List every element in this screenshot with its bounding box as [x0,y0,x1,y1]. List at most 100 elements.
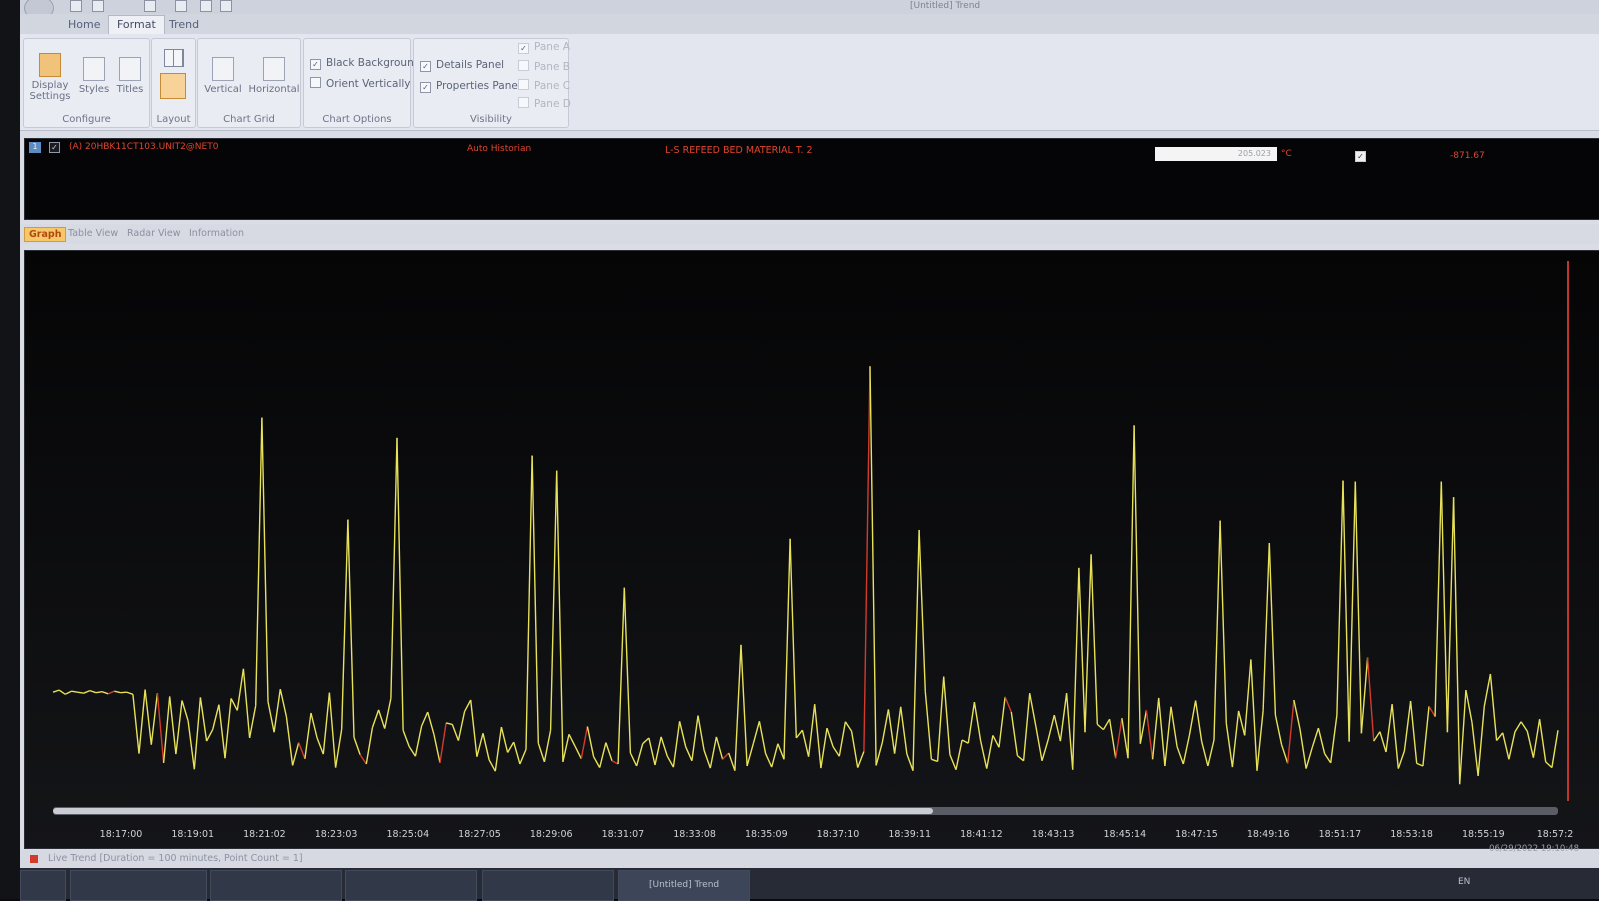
time-scrollbar-thumb[interactable] [53,808,933,814]
pane-a-checkbox[interactable]: ✓ Pane A [518,41,570,54]
x-tick-label: 18:35:09 [745,829,788,840]
language-indicator[interactable]: EN [1458,877,1471,887]
new-icon[interactable] [144,0,156,12]
visibility-group: ✓ Details Panel ✓ Properties Panel ✓ Pane A… [413,38,571,128]
properties-panel-checkbox[interactable]: ✓ Properties Panel [420,80,521,93]
trace-segment [1520,721,1528,732]
trace-segment [156,693,165,763]
start-button[interactable] [20,870,66,901]
trace-segment [77,691,84,694]
trace-segment [771,743,779,768]
x-tick-label: 18:51:17 [1319,829,1362,840]
trace-segment [1121,718,1129,759]
trace-segment [1330,715,1338,763]
taskbar-app-3[interactable] [482,870,614,901]
trace-segment [193,697,202,770]
trace-segment [120,691,127,694]
taskbar-app-1[interactable] [210,870,342,901]
trace-segment [347,519,355,738]
x-tick-label: 18:39:11 [888,829,931,840]
export-icon[interactable] [200,0,212,12]
trace-segment [1299,728,1307,769]
trace-segment [1317,727,1326,754]
taskbar-trend-window[interactable]: [Untitled] Trend [618,870,750,901]
configure-group-label: Configure [62,114,111,125]
tab-trend[interactable]: Trend [169,18,200,31]
tab-graph[interactable]: Graph [24,227,67,242]
trace-segment [1133,425,1141,744]
trace-segment [900,706,908,755]
pane-a-label: Pane A [534,41,570,53]
trace-segment [126,691,134,695]
autoscale-checkbox[interactable]: ✓ [1355,151,1366,162]
trace-segment [1268,542,1277,716]
layout-single-icon[interactable] [160,73,186,99]
black-background-checkbox[interactable]: ✓ Black Background [310,57,420,70]
pane-d-box [518,97,529,108]
trace-segment [875,742,883,766]
tab-table-view[interactable]: Table View [68,228,119,239]
orient-vertically-checkbox[interactable]: Orient Vertically [310,77,411,90]
trace-segment [992,735,1000,748]
trace-segment [1016,755,1025,762]
styles-button[interactable]: Styles [76,57,112,95]
display-settings-button[interactable]: Display Settings [26,53,74,102]
trace-segment [580,726,589,759]
trace-segment [482,733,490,760]
taskbar-search[interactable] [70,870,207,901]
details-panel-checkbox[interactable]: ✓ Details Panel [420,59,504,72]
trace-segment [936,676,945,762]
trace-segment [1428,705,1436,717]
pane-a-box: ✓ [518,43,529,54]
titles-button[interactable]: Titles [114,57,146,95]
current-value-field[interactable]: 205.023 [1155,147,1277,161]
trace-segment [513,741,521,765]
vertical-grid-button[interactable]: Vertical [200,57,246,95]
trace-segment [703,750,711,769]
trace-segment [236,668,245,711]
pen-visible-checkbox[interactable]: ✓ [49,142,60,153]
trace-segment [537,742,546,763]
trace-segment [187,720,195,770]
chart-grid-group: Vertical Horizontal Chart Grid [197,38,301,128]
vertical-grid-icon [212,57,234,81]
trace-segment [390,437,398,699]
trace-segment [955,739,963,770]
trace-segment [439,722,447,764]
trace-segment [1496,732,1504,742]
pane-d-checkbox[interactable]: Pane D [518,97,571,110]
tab-radar-view[interactable]: Radar View [127,228,181,239]
x-tick-label: 18:27:05 [458,829,501,840]
details-panel-label: Details Panel [436,59,505,71]
taskbar-app-2[interactable] [345,870,477,901]
trace-segment [101,691,109,695]
x-tick-label: 18:45:14 [1103,829,1146,840]
pane-b-checkbox[interactable]: Pane B [518,60,570,73]
trace-segment [1010,711,1019,756]
pane-c-checkbox[interactable]: Pane C [518,79,570,92]
trace-segment [1108,719,1117,759]
left-bezel [0,0,20,899]
trace-segment [789,538,797,739]
trace-segment [887,709,896,754]
add-icon[interactable] [220,0,232,12]
horizontal-grid-label: Horizontal [248,84,300,95]
trend-graph[interactable]: 18:17:00 18:19:01 18:21:02 18:23:03 18:25:04… [24,250,1599,849]
trace-segment [150,693,159,745]
pane-d-label: Pane D [534,98,571,110]
undo-icon[interactable] [92,0,104,12]
trace-segment [230,698,238,711]
tab-information[interactable]: Information [189,228,244,239]
save-icon[interactable] [70,0,82,12]
title-bar: [Untitled] Trend [20,0,1599,20]
tab-format[interactable]: Format [108,15,165,34]
x-tick-label: 18:23:03 [315,829,358,840]
horizontal-grid-button[interactable]: Horizontal [248,57,300,95]
layout-grid-icon[interactable] [164,49,184,67]
print-icon[interactable] [175,0,187,12]
trace-segment [832,746,840,757]
configure-group: Display Settings Styles Titles Configure [23,38,150,128]
trace-segment [445,722,453,726]
view-tabs: Graph Table View Radar View Information [20,224,1599,244]
tab-home[interactable]: Home [68,18,101,31]
